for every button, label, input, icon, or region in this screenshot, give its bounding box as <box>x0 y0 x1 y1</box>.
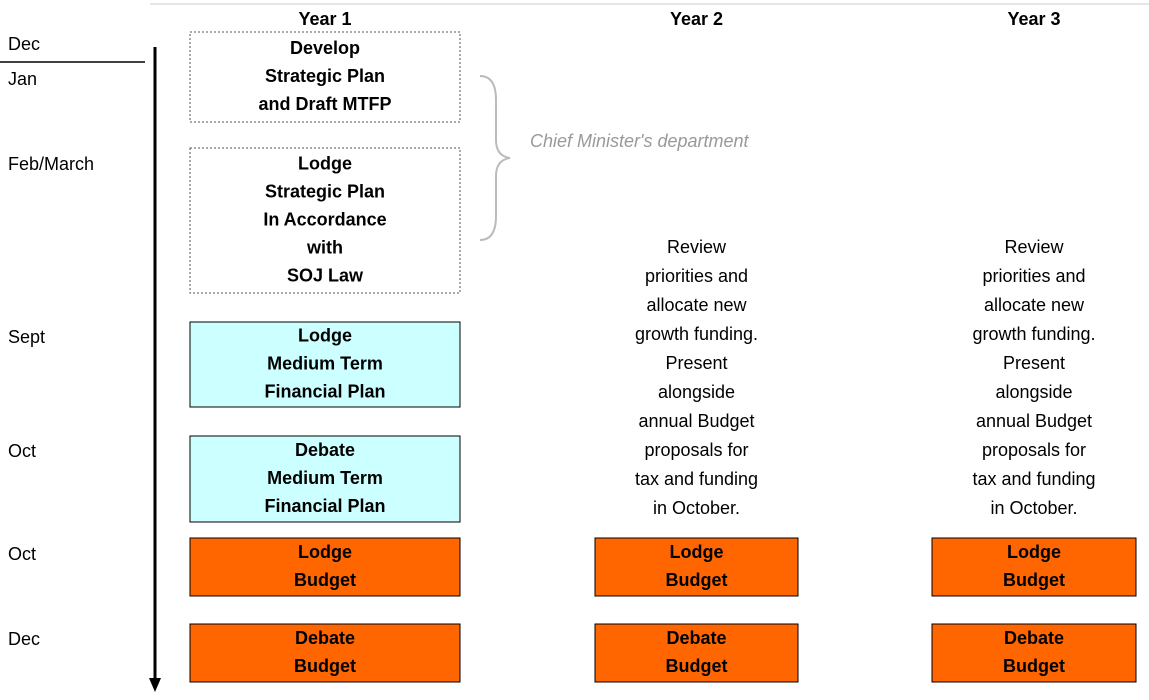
box-text: Debate <box>295 628 355 648</box>
note-text: growth funding. <box>972 324 1095 344</box>
note-text: tax and funding <box>972 469 1095 489</box>
stage-box <box>189 321 461 408</box>
box-text: Develop <box>290 38 360 58</box>
note-text: allocate new <box>646 295 747 315</box>
box-text: Budget <box>666 570 728 590</box>
year-header: Year 3 <box>1007 9 1060 29</box>
stage-box <box>189 435 461 523</box>
box-text: Lodge <box>1007 542 1061 562</box>
box-text: and Draft MTFP <box>259 94 392 114</box>
box-text: Lodge <box>298 542 352 562</box>
box-text: Financial Plan <box>264 496 385 516</box>
note-text: Present <box>1003 353 1065 373</box>
box-text: Medium Term <box>267 353 383 373</box>
year-header: Year 2 <box>670 9 723 29</box>
box-text: Lodge <box>298 153 352 173</box>
box-text: Lodge <box>298 325 352 345</box>
arrow-head <box>149 678 161 692</box>
note-text: tax and funding <box>635 469 758 489</box>
brace-label: Chief Minister's department <box>530 131 750 151</box>
box-text: Medium Term <box>267 468 383 488</box>
note-text: priorities and <box>982 266 1085 286</box>
brace <box>479 75 511 241</box>
note-text: alongside <box>995 382 1072 402</box>
note-text: proposals for <box>982 440 1086 460</box>
box-text: with <box>306 237 343 257</box>
box-text: Budget <box>1003 656 1065 676</box>
note-text: in October. <box>990 498 1077 518</box>
month-label: Oct <box>8 544 36 564</box>
note-text: Review <box>1004 237 1064 257</box>
stage-box <box>189 147 461 294</box>
box-text: Strategic Plan <box>265 66 385 86</box>
stage-box <box>931 623 1137 683</box>
box-text: Debate <box>666 628 726 648</box>
stage-box <box>594 623 799 683</box>
box-text: In Accordance <box>263 209 386 229</box>
box-text: Budget <box>294 570 356 590</box>
month-label: Oct <box>8 441 36 461</box>
stage-box <box>189 31 461 123</box>
note-text: annual Budget <box>638 411 754 431</box>
note-text: allocate new <box>984 295 1085 315</box>
month-label: Dec <box>8 629 40 649</box>
note-text: growth funding. <box>635 324 758 344</box>
box-text: Debate <box>295 440 355 460</box>
note-text: alongside <box>658 382 735 402</box>
box-text: Budget <box>1003 570 1065 590</box>
box-text: Budget <box>294 656 356 676</box>
note-text: priorities and <box>645 266 748 286</box>
year-header: Year 1 <box>298 9 351 29</box>
month-label: Feb/March <box>8 154 94 174</box>
note-text: proposals for <box>644 440 748 460</box>
box-text: Financial Plan <box>264 381 385 401</box>
note-text: annual Budget <box>976 411 1092 431</box>
stage-box <box>594 537 799 597</box>
box-text: Strategic Plan <box>265 181 385 201</box>
month-label: Sept <box>8 327 45 347</box>
stage-box <box>931 537 1137 597</box>
box-text: Lodge <box>670 542 724 562</box>
box-text: Debate <box>1004 628 1064 648</box>
note-text: Present <box>665 353 727 373</box>
stage-box <box>189 537 461 597</box>
stage-box <box>189 623 461 683</box>
month-label: Dec <box>8 34 40 54</box>
month-label: Jan <box>8 69 37 89</box>
box-text: SOJ Law <box>287 265 364 285</box>
box-text: Budget <box>666 656 728 676</box>
note-text: in October. <box>653 498 740 518</box>
note-text: Review <box>667 237 727 257</box>
